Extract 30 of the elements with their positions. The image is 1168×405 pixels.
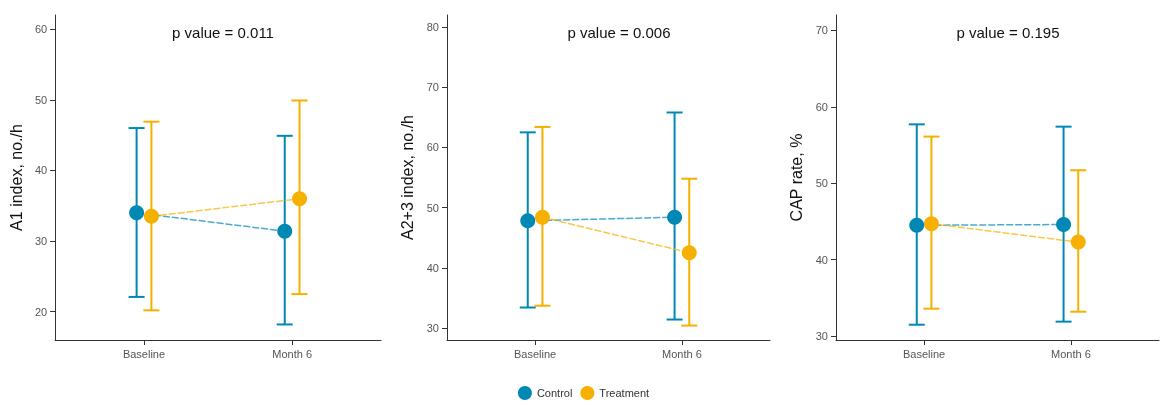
y-tick-label: 30	[815, 330, 828, 343]
y-tick-label: 70	[426, 81, 439, 94]
x-tick-label: Baseline	[902, 347, 946, 360]
y-tick-label: 50	[34, 93, 48, 106]
legend-label: Control	[536, 387, 573, 399]
y-tick-label: 70	[815, 24, 828, 37]
y-axis-title: A2+3 index, no./h	[399, 115, 417, 240]
y-tick-label: 40	[34, 164, 48, 177]
y-tick-label: 60	[815, 100, 828, 113]
x-tick-label: Month 6	[662, 347, 702, 360]
y-axis-title: A1 index, no./h	[7, 124, 25, 231]
y-tick-label: 50	[426, 201, 439, 214]
y-tick-label: 40	[815, 253, 828, 266]
y-tick-label: 60	[426, 141, 439, 154]
y-tick-label: 30	[426, 321, 439, 334]
y-tick-label: 80	[426, 21, 439, 34]
x-tick-label: Month 6	[1051, 347, 1091, 360]
y-tick-label: 20	[34, 305, 48, 318]
y-tick-label: 60	[34, 23, 48, 36]
x-tick-label: Baseline	[513, 347, 557, 360]
legend-label: Treatment	[599, 387, 650, 399]
x-tick-label: Baseline	[122, 347, 166, 360]
text: p value = 0.006	[567, 24, 671, 41]
y-tick-label: 50	[815, 177, 828, 190]
y-tick-label: 30	[34, 235, 48, 248]
y-tick-label: 40	[426, 261, 439, 274]
text: p value = 0.011	[172, 24, 274, 41]
text: p value = 0.195	[956, 24, 1060, 41]
y-axis-title: CAP rate, %	[788, 133, 806, 222]
x-tick-label: Month 6	[272, 347, 312, 360]
